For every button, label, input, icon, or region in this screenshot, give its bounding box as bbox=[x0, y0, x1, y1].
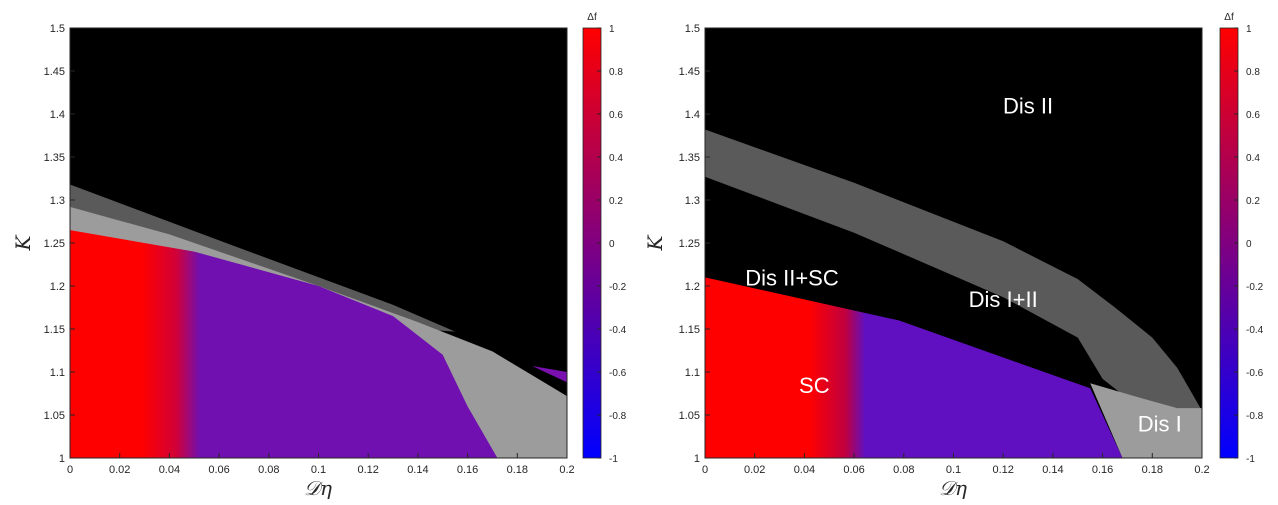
region-sc bbox=[705, 277, 1123, 458]
colorbar-tick-label: -0.2 bbox=[1246, 282, 1264, 293]
y-tick-label: 1.2 bbox=[685, 281, 700, 293]
colorbar-tick-label: 0.4 bbox=[1246, 153, 1260, 164]
y-axis-ticks: 1 1.05 1.1 1.15 1.2 1.25 1.3 1.35 1.4 1.45 1.5 bbox=[679, 23, 710, 465]
plot-regions bbox=[70, 184, 567, 458]
panel-right: Dis II Dis II+SC Dis I+II SC Dis I 0 0.02 0.04… bbox=[643, 12, 1264, 500]
x-tick-label: 0.18 bbox=[507, 464, 528, 476]
colorbar-tick-label: -0.8 bbox=[1246, 411, 1264, 422]
y-tick-label: 1.05 bbox=[679, 410, 700, 422]
y-tick-label: 1.3 bbox=[50, 195, 65, 207]
colorbar-tick-label: 0 bbox=[1246, 239, 1252, 250]
colorbar-ticks: 1 0.8 0.6 0.4 0.2 0 -0.2 -0.4 -0.6 -0.8 -1 bbox=[1234, 24, 1264, 465]
y-tick-label: 1 bbox=[59, 453, 65, 465]
x-tick-label: 0.14 bbox=[407, 464, 428, 476]
region-dis-i-ii bbox=[705, 129, 1202, 417]
colorbar-tick-label: -1 bbox=[609, 454, 618, 465]
x-tick-label: 0.14 bbox=[1042, 464, 1063, 476]
y-axis-ticks: 1 1.05 1.1 1.15 1.2 1.25 1.3 1.35 1.4 1.45 1.5 bbox=[44, 23, 75, 465]
x-tick-label: 0.1 bbox=[946, 464, 961, 476]
colorbar-label: Δf bbox=[1224, 12, 1234, 23]
y-tick-label: 1.4 bbox=[50, 109, 65, 121]
x-axis-ticks: 0 0.02 0.04 0.06 0.08 0.1 0.12 0.14 0.16 0.18 0.2 bbox=[67, 453, 575, 476]
colorbar-tick-label: 0.8 bbox=[609, 67, 623, 78]
colorbar-tick-label: 0.6 bbox=[609, 110, 623, 121]
colorbar-tick-label: 0.2 bbox=[609, 196, 623, 207]
y-tick-label: 1.35 bbox=[44, 152, 65, 164]
x-tick-label: 0.04 bbox=[794, 464, 815, 476]
y-tick-label: 1.2 bbox=[50, 281, 65, 293]
region-annotations: Dis II Dis II+SC Dis I+II SC Dis I bbox=[745, 93, 1182, 436]
x-tick-label: 0.2 bbox=[559, 464, 574, 476]
region-field-corner bbox=[532, 366, 567, 383]
colorbar-tick-label: -0.4 bbox=[609, 325, 627, 336]
colorbar-tick-label: -0.6 bbox=[609, 368, 627, 379]
colorbar-tick-label: -1 bbox=[1246, 454, 1255, 465]
y-tick-label: 1.1 bbox=[50, 367, 65, 379]
x-tick-label: 0.06 bbox=[208, 464, 229, 476]
region-label-dis-ii-sc: Dis II+SC bbox=[745, 265, 839, 290]
colorbar-tick-label: 0 bbox=[609, 239, 615, 250]
y-tick-label: 1.5 bbox=[685, 23, 700, 35]
x-tick-label: 0 bbox=[67, 464, 73, 476]
y-tick-label: 1.15 bbox=[679, 324, 700, 336]
colorbar-tick-label: -0.2 bbox=[609, 282, 627, 293]
x-tick-label: 0.02 bbox=[109, 464, 130, 476]
panel-left: 0 0.02 0.04 0.06 0.08 0.1 0.12 0.14 0.16 0.18 0.2 … bbox=[11, 12, 627, 500]
y-tick-label: 1.5 bbox=[50, 23, 65, 35]
x-tick-label: 0 bbox=[702, 464, 708, 476]
colorbar-tick-label: 0.4 bbox=[609, 153, 623, 164]
y-tick-label: 1.25 bbox=[44, 238, 65, 250]
region-dis-i bbox=[1090, 383, 1202, 458]
x-tick-label: 0.06 bbox=[843, 464, 864, 476]
colorbar-tick-label: 1 bbox=[1246, 24, 1252, 35]
y-tick-label: 1.3 bbox=[685, 195, 700, 207]
colorbar-tick-label: 0.6 bbox=[1246, 110, 1260, 121]
x-tick-label: 0.2 bbox=[1194, 464, 1209, 476]
region-label-sc: SC bbox=[799, 373, 830, 398]
y-tick-label: 1 bbox=[694, 453, 700, 465]
colorbar-tick-label: -0.8 bbox=[609, 411, 627, 422]
x-tick-label: 0.16 bbox=[1092, 464, 1113, 476]
colorbar-tick-label: 0.2 bbox=[1246, 196, 1260, 207]
x-tick-label: 0.12 bbox=[357, 464, 378, 476]
x-tick-label: 0.16 bbox=[457, 464, 478, 476]
y-tick-label: 1.25 bbox=[679, 238, 700, 250]
colorbar-tick-label: -0.6 bbox=[1246, 368, 1264, 379]
x-tick-label: 0.08 bbox=[258, 464, 279, 476]
colorbar: Δf 1 0.8 0.6 0.4 0.2 0 -0.2 -0.4 -0.6 -0.8 -1 bbox=[1219, 12, 1264, 465]
region-label-dis-i: Dis I bbox=[1138, 412, 1182, 437]
region-dark-gray bbox=[70, 184, 456, 332]
colorbar-ticks: 1 0.8 0.6 0.4 0.2 0 -0.2 -0.4 -0.6 -0.8 -1 bbox=[597, 24, 627, 465]
colorbar: Δf 1 0.8 0.6 0.4 0.2 0 -0.2 -0.4 -0.6 -0.8 -1 bbox=[582, 12, 627, 465]
colorbar-tick-label: 1 bbox=[609, 24, 615, 35]
plot-regions bbox=[705, 129, 1202, 458]
x-axis-label: 𝒟η bbox=[304, 476, 332, 500]
region-field bbox=[70, 230, 498, 458]
x-tick-label: 0.18 bbox=[1142, 464, 1163, 476]
y-tick-label: 1.1 bbox=[685, 367, 700, 379]
y-tick-label: 1.45 bbox=[679, 66, 700, 78]
x-axis-ticks: 0 0.02 0.04 0.06 0.08 0.1 0.12 0.14 0.16 0.18 0.2 bbox=[702, 453, 1210, 476]
y-tick-label: 1.45 bbox=[44, 66, 65, 78]
y-tick-label: 1.4 bbox=[685, 109, 700, 121]
colorbar-tick-label: -0.4 bbox=[1246, 325, 1264, 336]
x-tick-label: 0.08 bbox=[893, 464, 914, 476]
y-tick-label: 1.35 bbox=[679, 152, 700, 164]
colorbar-label: Δf bbox=[587, 12, 597, 23]
colorbar-tick-label: 0.8 bbox=[1246, 67, 1260, 78]
x-tick-label: 0.02 bbox=[744, 464, 765, 476]
x-tick-label: 0.04 bbox=[159, 464, 180, 476]
y-axis-label: K bbox=[11, 234, 35, 251]
y-tick-label: 1.05 bbox=[44, 410, 65, 422]
y-axis-label: K bbox=[643, 234, 667, 251]
region-label-dis-i-ii: Dis I+II bbox=[969, 287, 1038, 312]
y-tick-label: 1.15 bbox=[44, 324, 65, 336]
region-label-dis-ii: Dis II bbox=[1003, 93, 1053, 118]
x-tick-label: 0.1 bbox=[311, 464, 326, 476]
x-tick-label: 0.12 bbox=[992, 464, 1013, 476]
x-axis-label: 𝒟η bbox=[939, 476, 967, 500]
